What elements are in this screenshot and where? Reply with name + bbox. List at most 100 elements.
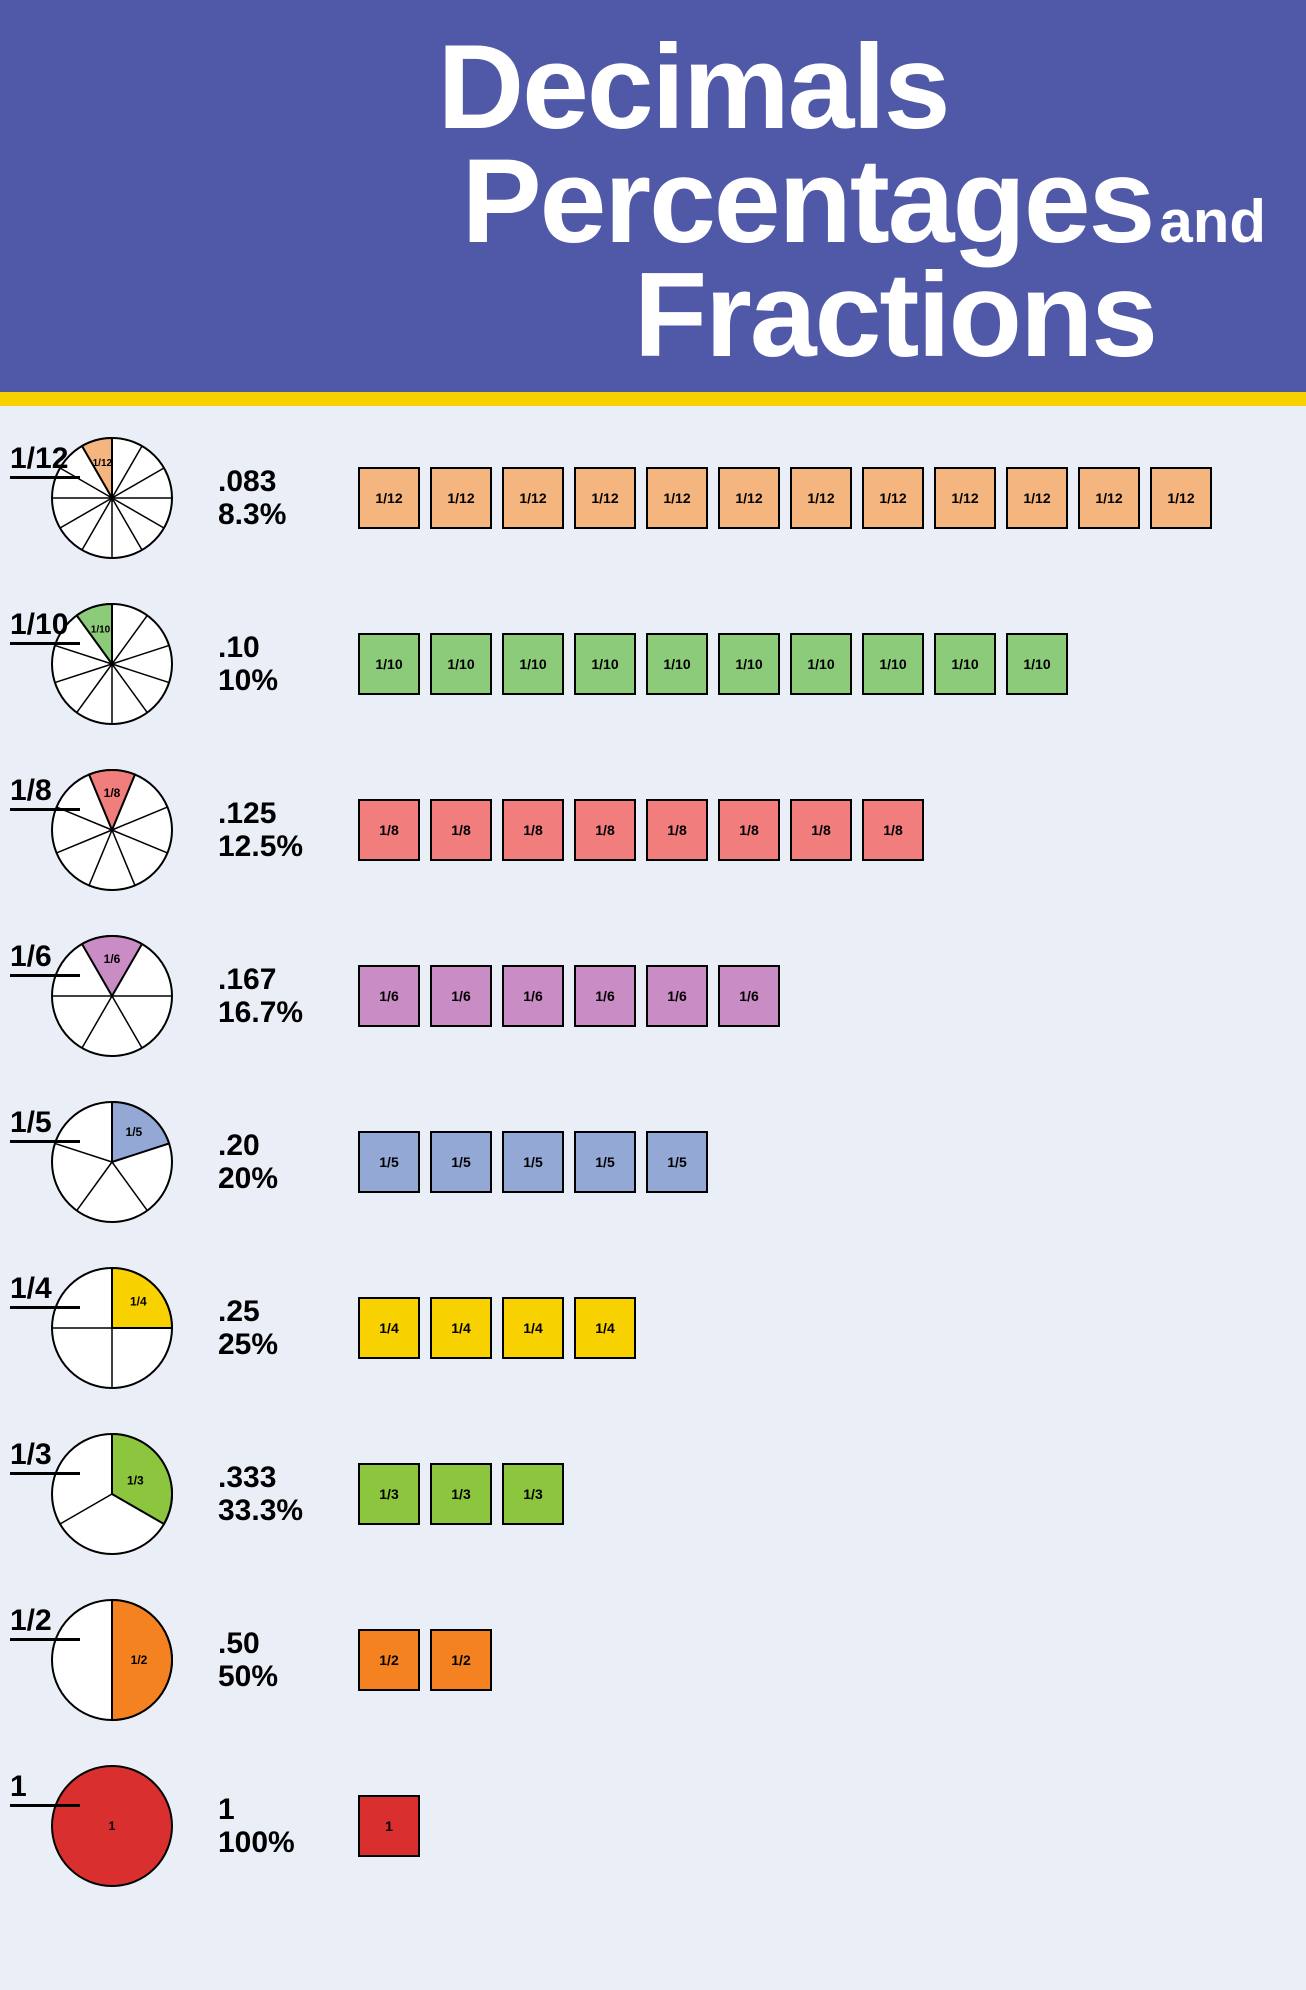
fraction-box: 1/3 — [502, 1463, 564, 1525]
page-title: Decimals Percentagesand Fractions — [40, 30, 1266, 372]
fraction-box: 1/12 — [790, 467, 852, 529]
title-line-1: Decimals — [120, 30, 1266, 144]
decimal-value: .10 — [218, 631, 338, 664]
fraction-box: 1/12 — [646, 467, 708, 529]
fraction-box: 1/12 — [862, 467, 924, 529]
fraction-row: 1/101/10.1010%1/101/101/101/101/101/101/… — [10, 602, 1296, 726]
decimal-percent: .2020% — [218, 1129, 338, 1195]
fraction-box: 1/8 — [430, 799, 492, 861]
fraction-box: 1/4 — [430, 1297, 492, 1359]
fraction-label: 1/4 — [10, 1272, 80, 1309]
fraction-box: 1/10 — [574, 633, 636, 695]
fraction-box: 1/3 — [358, 1463, 420, 1525]
fraction-box: 1/10 — [358, 633, 420, 695]
fraction-box: 1/6 — [574, 965, 636, 1027]
decimal-value: .167 — [218, 963, 338, 996]
fraction-box: 1/3 — [430, 1463, 492, 1525]
fraction-box: 1/12 — [430, 467, 492, 529]
decimal-percent: .12512.5% — [218, 797, 338, 863]
decimal-percent: .16716.7% — [218, 963, 338, 1029]
fraction-box: 1/5 — [574, 1131, 636, 1193]
fraction-boxes: 1/121/121/121/121/121/121/121/121/121/12… — [358, 467, 1212, 529]
fraction-box: 1/8 — [358, 799, 420, 861]
svg-text:1/12: 1/12 — [93, 458, 113, 469]
fraction-box: 1/8 — [502, 799, 564, 861]
title-line-3: Fractions — [40, 258, 1266, 372]
fraction-box: 1/10 — [1006, 633, 1068, 695]
fraction-box: 1/8 — [862, 799, 924, 861]
fraction-box: 1/2 — [358, 1629, 420, 1691]
fraction-box: 1/6 — [502, 965, 564, 1027]
fraction-box: 1/5 — [646, 1131, 708, 1193]
decimal-value: .125 — [218, 797, 338, 830]
fraction-box: 1/10 — [646, 633, 708, 695]
fraction-box: 1/12 — [1078, 467, 1140, 529]
fraction-box: 1/8 — [718, 799, 780, 861]
fraction-row: 1/31/3.33333.3%1/31/31/3 — [10, 1432, 1296, 1556]
fraction-box: 1/6 — [358, 965, 420, 1027]
percent-value: 20% — [218, 1162, 338, 1195]
fraction-label: 1/6 — [10, 940, 80, 977]
fraction-boxes: 1/101/101/101/101/101/101/101/101/101/10 — [358, 633, 1068, 695]
fraction-boxes: 1/81/81/81/81/81/81/81/8 — [358, 799, 924, 861]
fraction-box: 1/12 — [358, 467, 420, 529]
fraction-boxes: 1 — [358, 1795, 420, 1857]
fraction-label: 1/10 — [10, 608, 80, 645]
decimal-percent: .33333.3% — [218, 1461, 338, 1527]
fraction-box: 1 — [358, 1795, 420, 1857]
fraction-label: 1/5 — [10, 1106, 80, 1143]
fraction-label: 1/12 — [10, 442, 80, 479]
fraction-box: 1/5 — [358, 1131, 420, 1193]
fraction-box: 1/2 — [430, 1629, 492, 1691]
fraction-box: 1/6 — [430, 965, 492, 1027]
percent-value: 25% — [218, 1328, 338, 1361]
decimal-value: .083 — [218, 465, 338, 498]
decimal-value: .333 — [218, 1461, 338, 1494]
fraction-box: 1/10 — [790, 633, 852, 695]
svg-text:1/5: 1/5 — [126, 1125, 143, 1139]
svg-text:1/3: 1/3 — [127, 1474, 144, 1488]
percent-value: 16.7% — [218, 996, 338, 1029]
fraction-label: 1/3 — [10, 1438, 80, 1475]
decimal-percent: .5050% — [218, 1627, 338, 1693]
fraction-box: 1/6 — [646, 965, 708, 1027]
svg-text:1/6: 1/6 — [104, 952, 121, 966]
fraction-row: 1/61/6.16716.7%1/61/61/61/61/61/6 — [10, 934, 1296, 1058]
fraction-box: 1/6 — [718, 965, 780, 1027]
percent-value: 12.5% — [218, 830, 338, 863]
fraction-label: 1/2 — [10, 1604, 80, 1641]
fraction-row: 111100%1 — [10, 1764, 1296, 1888]
fraction-box: 1/12 — [1006, 467, 1068, 529]
fraction-box: 1/10 — [862, 633, 924, 695]
fraction-box: 1/8 — [574, 799, 636, 861]
svg-text:1/8: 1/8 — [104, 786, 121, 800]
decimal-value: 1 — [218, 1793, 338, 1826]
percent-value: 100% — [218, 1826, 338, 1859]
fraction-label: 1/8 — [10, 774, 80, 811]
fraction-boxes: 1/51/51/51/51/5 — [358, 1131, 708, 1193]
fraction-boxes: 1/41/41/41/4 — [358, 1297, 636, 1359]
decimal-value: .25 — [218, 1295, 338, 1328]
header: Decimals Percentagesand Fractions — [0, 0, 1306, 406]
fraction-box: 1/12 — [574, 467, 636, 529]
fraction-box: 1/5 — [430, 1131, 492, 1193]
fraction-box: 1/5 — [502, 1131, 564, 1193]
title-line-2: Percentagesand — [40, 144, 1266, 258]
decimal-percent: 1100% — [218, 1793, 338, 1859]
decimal-percent: .1010% — [218, 631, 338, 697]
svg-text:1: 1 — [109, 1819, 116, 1833]
fraction-box: 1/12 — [934, 467, 996, 529]
fraction-row: 1/21/2.5050%1/21/2 — [10, 1598, 1296, 1722]
fraction-box: 1/12 — [1150, 467, 1212, 529]
fraction-box: 1/4 — [502, 1297, 564, 1359]
fraction-boxes: 1/31/31/3 — [358, 1463, 564, 1525]
content-area: 1/121/12.0838.3%1/121/121/121/121/121/12… — [0, 406, 1306, 1990]
fraction-row: 1/41/4.2525%1/41/41/41/4 — [10, 1266, 1296, 1390]
decimal-value: .50 — [218, 1627, 338, 1660]
fraction-box: 1/8 — [790, 799, 852, 861]
percent-value: 10% — [218, 664, 338, 697]
decimal-percent: .0838.3% — [218, 465, 338, 531]
percent-value: 8.3% — [218, 498, 338, 531]
fraction-box: 1/10 — [718, 633, 780, 695]
fraction-box: 1/10 — [430, 633, 492, 695]
